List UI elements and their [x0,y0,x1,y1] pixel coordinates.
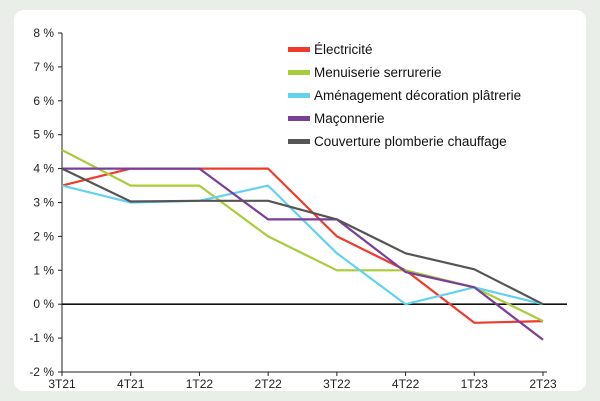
chart-axes: 8 % 7 % 6 % 5 % 4 % 3 % 2 % 1 % 0 % -1 % -2 %3T21 4… [29,26,567,391]
legend-label: Aménagement décoration plâtrerie [314,88,521,103]
x-tick-label: 1T22 [186,377,214,391]
y-tick-label: 8 % [33,26,54,40]
y-tick-label: 6 % [33,94,54,108]
legend-label: Menuiserie serrurerie [314,65,442,80]
y-tick-label: 1 % [33,263,54,277]
x-tick-label: 3T21 [48,377,76,391]
series-line-4 [62,167,544,341]
y-tick-label: -2 % [29,365,54,379]
x-tick-label: 2T23 [529,377,557,391]
legend-swatch [288,47,310,52]
chart-series [61,149,544,341]
y-tick-label: 3 % [33,196,54,210]
legend-swatch [288,93,310,98]
legend-swatch [288,139,310,144]
y-tick-label: 7 % [33,60,54,74]
x-tick-label: 1T23 [461,377,489,391]
series-line-5 [61,167,544,306]
y-tick-label: 5 % [33,128,54,142]
y-tick-label: 4 % [33,162,54,176]
y-tick-label: -1 % [29,331,54,345]
x-tick-label: 4T21 [117,377,145,391]
x-tick-label: 2T22 [254,377,282,391]
y-tick-label: 2 % [33,229,54,243]
chart-legend: Électricité Menuiserie serrurerie Aménagem… [288,42,521,149]
legend-label: Couverture plomberie chauffage [314,134,507,149]
x-tick-label: 4T22 [392,377,420,391]
legend-label: Électricité [314,42,373,57]
legend-swatch [288,70,310,75]
series-line-1 [61,167,544,324]
x-tick-label: 3T22 [323,377,351,391]
y-tick-label: 0 % [33,297,54,311]
series-line-2 [61,149,544,323]
legend-swatch [288,116,310,121]
legend-label: Maçonnerie [314,111,385,126]
